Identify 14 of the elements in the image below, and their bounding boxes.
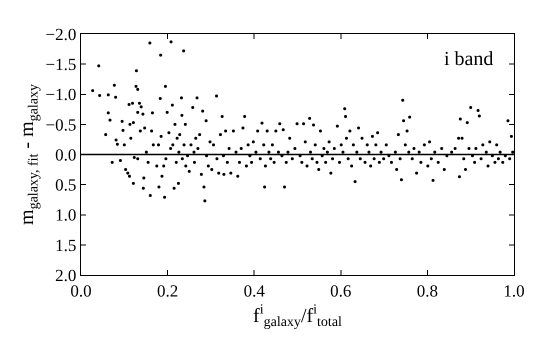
x-tick-label: 0.6 bbox=[330, 282, 352, 301]
x-tick-label: 0.8 bbox=[416, 282, 438, 301]
y-tick-label: −1.0 bbox=[46, 85, 76, 104]
y-tick-label: 1.5 bbox=[55, 236, 76, 255]
y-tick-label: −1.5 bbox=[46, 55, 76, 74]
annotation: i band bbox=[444, 48, 494, 70]
y-tick-label: 1.0 bbox=[55, 206, 76, 225]
y-tick-label: 0.5 bbox=[55, 176, 76, 195]
y-tick-label: −0.5 bbox=[46, 115, 76, 134]
x-tick-label: 0.4 bbox=[244, 282, 266, 301]
y-tick-label: −2.0 bbox=[46, 24, 76, 44]
y-tick-label: 0.0 bbox=[55, 145, 76, 164]
x-tick-label: 0.2 bbox=[156, 282, 178, 301]
x-tick-label: 1.0 bbox=[503, 282, 525, 301]
